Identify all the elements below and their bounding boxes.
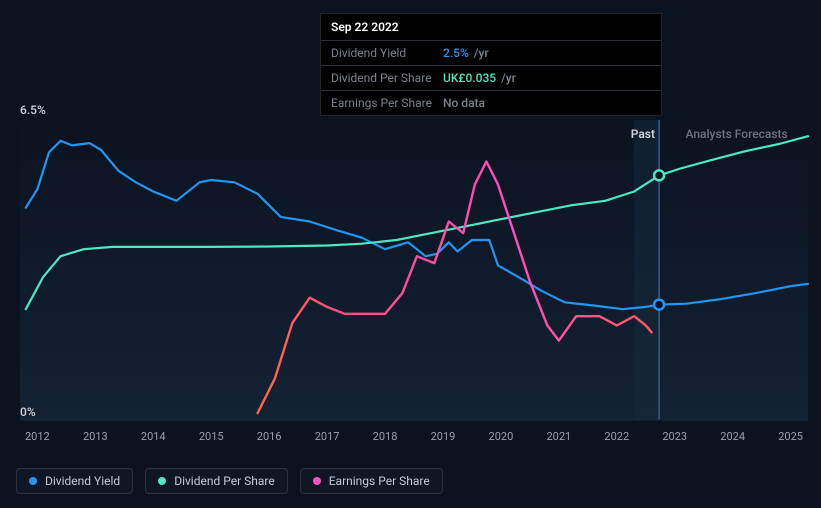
svg-text:2023: 2023 (662, 430, 687, 443)
svg-text:2015: 2015 (199, 430, 224, 443)
svg-text:2018: 2018 (373, 430, 398, 443)
svg-text:2021: 2021 (546, 430, 571, 443)
tooltip-value: UK£0.035 /yr (443, 71, 516, 85)
tooltip-label: Earnings Per Share (331, 96, 443, 110)
tooltip-row: Dividend Per ShareUK£0.035 /yr (321, 66, 661, 91)
svg-text:2013: 2013 (83, 430, 108, 443)
legend-label: Earnings Per Share (329, 474, 430, 488)
tooltip-label: Dividend Yield (331, 46, 443, 60)
tooltip-date: Sep 22 2022 (321, 14, 661, 41)
legend-item[interactable]: Dividend Yield (16, 468, 133, 494)
tooltip-value: 2.5% /yr (443, 46, 489, 60)
tooltip-row: Dividend Yield2.5% /yr (321, 41, 661, 66)
svg-text:6.5%: 6.5% (20, 103, 46, 117)
legend-dot (158, 477, 166, 485)
legend-item[interactable]: Dividend Per Share (145, 468, 288, 494)
svg-text:2014: 2014 (141, 430, 166, 443)
svg-text:2022: 2022 (604, 430, 629, 443)
chart-tooltip: Sep 22 2022 Dividend Yield2.5% /yrDivide… (320, 13, 662, 116)
svg-text:Past: Past (631, 127, 655, 141)
svg-text:2017: 2017 (315, 430, 340, 443)
tooltip-value: No data (443, 96, 485, 110)
svg-text:2020: 2020 (489, 430, 514, 443)
svg-text:2024: 2024 (720, 430, 745, 443)
legend-label: Dividend Per Share (174, 474, 275, 488)
svg-text:Analysts Forecasts: Analysts Forecasts (686, 127, 788, 141)
svg-text:2019: 2019 (431, 430, 456, 443)
legend-dot (29, 477, 37, 485)
legend-dot (313, 477, 321, 485)
legend-item[interactable]: Earnings Per Share (300, 468, 443, 494)
tooltip-label: Dividend Per Share (331, 71, 443, 85)
chart-legend: Dividend Yield Dividend Per Share Earnings… (16, 468, 443, 494)
svg-text:2025: 2025 (778, 430, 803, 443)
svg-text:0%: 0% (20, 405, 36, 419)
tooltip-row: Earnings Per ShareNo data (321, 91, 661, 115)
legend-label: Dividend Yield (45, 474, 120, 488)
svg-text:2016: 2016 (257, 430, 282, 443)
svg-text:2012: 2012 (25, 430, 50, 443)
